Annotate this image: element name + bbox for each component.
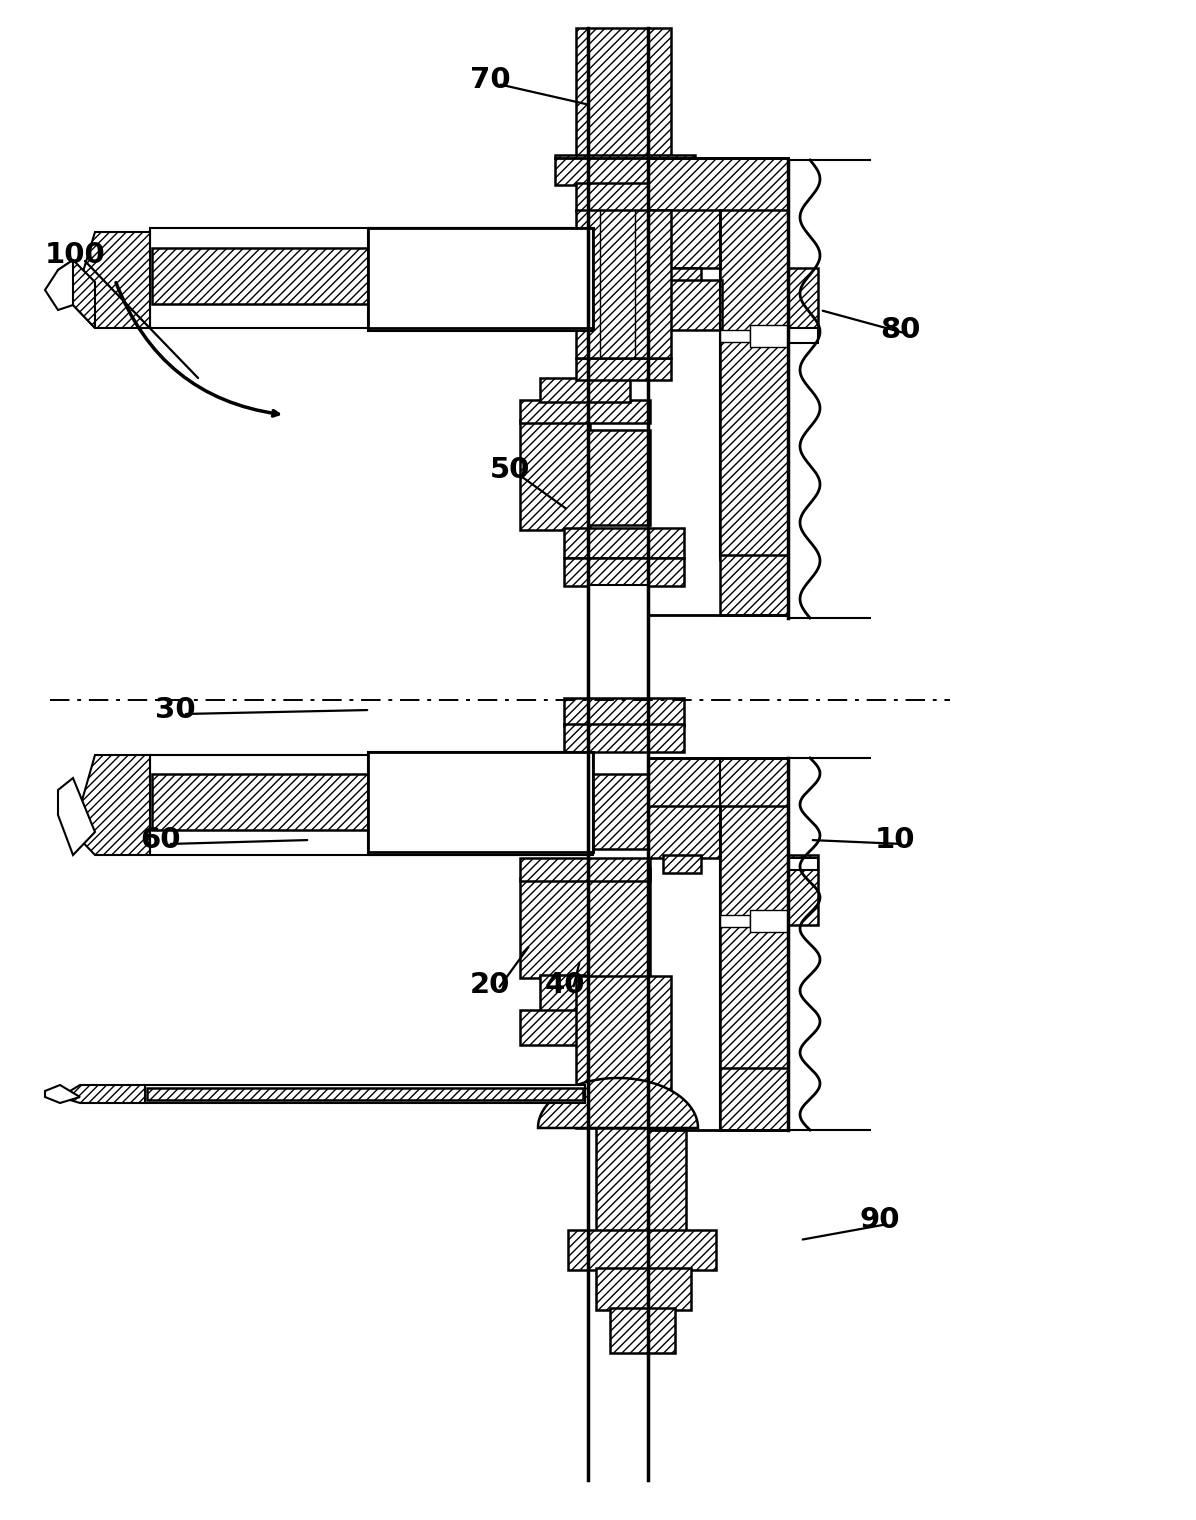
Bar <box>576 27 671 158</box>
Bar <box>788 268 818 333</box>
Text: 50: 50 <box>490 456 530 483</box>
Text: 40: 40 <box>544 971 585 999</box>
Bar <box>541 974 585 1012</box>
Text: 90: 90 <box>860 1205 901 1234</box>
Text: 80: 80 <box>880 316 920 344</box>
Bar <box>588 248 649 324</box>
Bar <box>648 806 720 857</box>
Bar <box>565 527 684 558</box>
Bar <box>520 1009 610 1046</box>
Text: 60: 60 <box>140 825 181 854</box>
Bar <box>150 248 588 306</box>
Bar <box>720 210 788 559</box>
Bar <box>720 1069 788 1129</box>
Bar <box>568 1230 716 1271</box>
Bar <box>663 854 701 872</box>
Bar <box>147 1088 582 1100</box>
Bar <box>750 325 788 347</box>
Polygon shape <box>57 778 94 854</box>
Bar <box>720 915 750 927</box>
Bar <box>576 182 671 211</box>
Polygon shape <box>60 1085 145 1104</box>
Polygon shape <box>538 1078 698 1128</box>
Text: 20: 20 <box>470 971 511 999</box>
Bar <box>541 378 630 401</box>
Bar <box>788 328 818 344</box>
Bar <box>150 306 588 324</box>
Bar <box>520 879 590 977</box>
Bar <box>648 778 722 830</box>
Bar <box>576 359 671 380</box>
Bar <box>150 233 588 249</box>
Bar <box>648 280 722 330</box>
Bar <box>663 268 701 286</box>
Bar <box>520 420 590 530</box>
Bar <box>788 854 818 926</box>
Bar <box>152 248 588 304</box>
Bar <box>576 976 671 1128</box>
Bar <box>596 1128 687 1233</box>
Bar <box>565 558 684 587</box>
Polygon shape <box>45 1085 80 1104</box>
Bar <box>610 1309 675 1353</box>
Bar <box>576 210 671 359</box>
Bar <box>150 755 590 854</box>
Bar <box>555 155 695 185</box>
Bar <box>720 555 788 616</box>
Bar <box>565 698 684 727</box>
Bar <box>648 758 788 809</box>
Bar <box>368 228 593 331</box>
Bar <box>145 1085 585 1104</box>
Polygon shape <box>73 755 150 854</box>
Bar <box>588 868 649 977</box>
Bar <box>750 910 788 932</box>
Bar <box>648 158 788 213</box>
Bar <box>150 228 590 328</box>
Bar <box>720 806 788 1072</box>
Bar <box>565 724 684 752</box>
Bar <box>520 857 649 882</box>
Polygon shape <box>57 260 94 328</box>
Text: 100: 100 <box>44 242 105 269</box>
Bar <box>588 585 648 701</box>
Bar <box>368 752 593 854</box>
Bar <box>520 400 649 423</box>
Bar <box>648 210 720 268</box>
Text: 10: 10 <box>874 825 915 854</box>
Bar <box>596 1268 691 1310</box>
Bar <box>588 774 649 850</box>
Text: 30: 30 <box>154 696 195 724</box>
Bar <box>788 857 818 869</box>
Text: 70: 70 <box>470 65 511 94</box>
Bar <box>588 430 649 524</box>
Bar <box>152 774 588 830</box>
Polygon shape <box>45 260 73 310</box>
Polygon shape <box>73 233 150 328</box>
Bar <box>720 330 750 342</box>
